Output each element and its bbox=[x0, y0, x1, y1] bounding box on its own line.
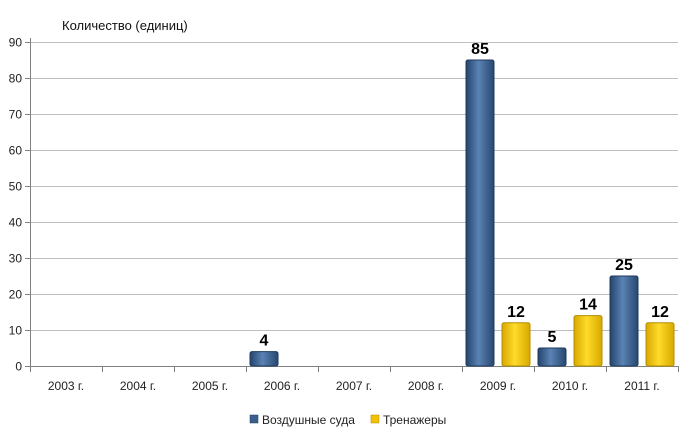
x-tick-label: 2005 г. bbox=[192, 379, 228, 393]
bar-simulators bbox=[573, 315, 603, 367]
data-label: 85 bbox=[471, 41, 489, 58]
x-tick-label: 2003 г. bbox=[48, 379, 84, 393]
data-label: 4 bbox=[260, 333, 269, 350]
legend-swatch bbox=[249, 414, 259, 424]
y-axis-title: Количество (единиц) bbox=[62, 18, 188, 33]
data-label: 25 bbox=[615, 257, 633, 274]
y-tick-label: 30 bbox=[9, 252, 23, 266]
bars bbox=[249, 59, 675, 367]
y-tick-label: 80 bbox=[9, 72, 23, 86]
x-tick-label: 2006 г. bbox=[264, 379, 300, 393]
y-tick-label: 20 bbox=[9, 288, 23, 302]
bar-aircraft bbox=[465, 59, 495, 367]
y-tick-label: 90 bbox=[9, 36, 23, 50]
y-tick-label: 60 bbox=[9, 144, 23, 158]
x-tick-label: 2011 г. bbox=[624, 379, 659, 393]
legend-label: Воздушные суда bbox=[262, 413, 355, 427]
y-tick-label: 50 bbox=[9, 180, 23, 194]
bar-aircraft bbox=[249, 351, 279, 367]
data-label: 12 bbox=[651, 304, 669, 321]
gridlines bbox=[30, 42, 678, 331]
data-label: 14 bbox=[579, 297, 597, 314]
bar-aircraft bbox=[609, 275, 639, 367]
x-tick-label: 2004 г. bbox=[120, 379, 156, 393]
y-tick-label: 40 bbox=[9, 216, 23, 230]
legend: Воздушные суда Тренажеры bbox=[249, 413, 446, 427]
data-label: 5 bbox=[548, 329, 557, 346]
data-labels: 4 85 12 5 14 25 12 bbox=[260, 41, 669, 350]
y-tick-label: 10 bbox=[9, 324, 23, 338]
bar-aircraft bbox=[537, 347, 567, 367]
bar-simulators bbox=[645, 322, 675, 367]
bar-simulators bbox=[501, 322, 531, 367]
x-tick-label: 2010 г. bbox=[552, 379, 588, 393]
axes: 0 10 20 30 40 50 60 70 80 90 2003 г. 2004 г. 2005 г.… bbox=[9, 36, 679, 393]
y-tick-label: 0 bbox=[15, 360, 22, 374]
x-tick-label: 2009 г. bbox=[480, 379, 516, 393]
legend-swatch bbox=[370, 414, 380, 424]
data-label: 12 bbox=[507, 304, 525, 321]
x-tick-label: 2007 г. bbox=[336, 379, 372, 393]
y-tick-label: 70 bbox=[9, 108, 23, 122]
legend-label: Тренажеры bbox=[383, 413, 446, 427]
x-tick-label: 2008 г. bbox=[408, 379, 444, 393]
